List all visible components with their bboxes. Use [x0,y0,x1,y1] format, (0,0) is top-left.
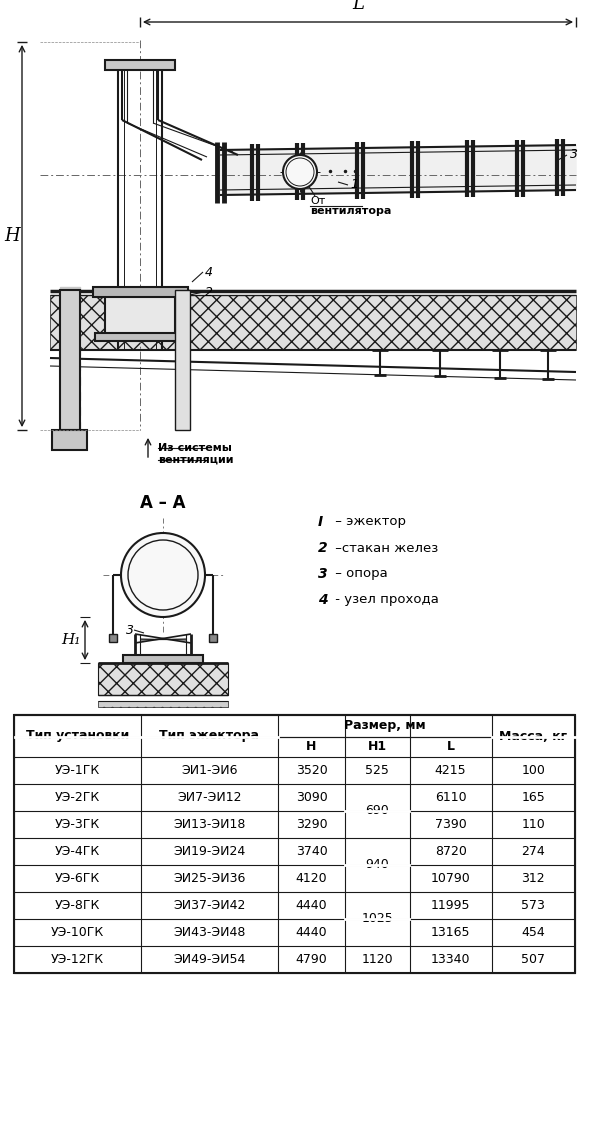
Text: вентилятора: вентилятора [310,206,391,216]
Bar [50,295,576,350]
Text: УЭ-12ГК: УЭ-12ГК [51,953,104,966]
Text: 110: 110 [521,818,545,831]
Text: 573: 573 [521,899,545,912]
Bar [105,290,175,334]
Text: 690: 690 [365,805,389,817]
Text: Масса, кг: Масса, кг [499,730,567,742]
Text: H: H [306,740,317,754]
Text: L: L [446,740,455,754]
Polygon shape [220,145,576,195]
Text: 1120: 1120 [362,953,393,966]
Text: H: H [4,227,20,245]
Text: H1: H1 [368,740,387,754]
Text: ЭИ37-ЭИ42: ЭИ37-ЭИ42 [173,899,246,912]
Bar [98,663,228,695]
Text: 4: 4 [205,266,213,278]
Text: вентиляции: вентиляции [158,455,233,466]
Text: 100: 100 [521,764,545,777]
Bar [52,431,87,450]
Text: Размер, мм: Размер, мм [344,720,426,732]
Text: 1: 1 [350,179,358,191]
Text: ЭИ49-ЭИ54: ЭИ49-ЭИ54 [173,953,246,966]
Bar [109,634,117,642]
Text: 454: 454 [521,925,545,939]
Text: Тип эжектора: Тип эжектора [160,730,259,742]
Text: 165: 165 [521,791,545,805]
Text: УЭ-1ГК: УЭ-1ГК [55,764,100,777]
Text: УЭ-2ГК: УЭ-2ГК [55,791,100,805]
Text: 4440: 4440 [296,925,327,939]
Text: I: I [318,515,323,529]
Text: 13340: 13340 [431,953,471,966]
Text: УЭ-10ГК: УЭ-10ГК [51,925,104,939]
Text: Тип установки: Тип установки [26,730,129,742]
Text: H₁: H₁ [61,633,81,647]
Bar [209,634,217,642]
Text: 2: 2 [318,541,327,555]
Text: От: От [310,195,325,206]
Text: 3290: 3290 [296,818,327,831]
Text: УЭ-4ГК: УЭ-4ГК [55,845,100,858]
Text: – эжектор: – эжектор [331,515,406,529]
Text: 2: 2 [205,286,213,298]
Text: 4: 4 [318,593,327,607]
Text: 274: 274 [521,845,545,858]
Text: 8720: 8720 [435,845,466,858]
Bar [93,287,188,297]
Text: 4440: 4440 [296,899,327,912]
Text: 312: 312 [521,872,545,885]
Text: 3: 3 [570,148,578,162]
Text: ЭИ43-ЭИ48: ЭИ43-ЭИ48 [173,925,246,939]
Text: – опора: – опора [331,567,388,581]
Text: –стакан желез: –стакан желез [331,541,438,555]
Text: ЭИ7-ЭИ12: ЭИ7-ЭИ12 [177,791,241,805]
Text: 10790: 10790 [431,872,471,885]
Text: 940: 940 [365,859,389,871]
Text: 3090: 3090 [296,791,327,805]
Text: УЭ-8ГК: УЭ-8ГК [55,899,100,912]
Bar [14,715,575,973]
Text: УЭ-3ГК: УЭ-3ГК [55,818,100,831]
Circle shape [121,533,205,617]
Bar [175,290,190,431]
Bar [123,655,203,663]
Text: 11995: 11995 [431,899,471,912]
Bar [105,60,175,70]
Text: 3: 3 [126,624,134,636]
Text: 7390: 7390 [435,818,466,831]
Text: 3740: 3740 [296,845,327,858]
Text: Из системы: Из системы [158,443,232,453]
Bar [60,290,80,431]
Text: 507: 507 [521,953,545,966]
Text: L: L [352,0,364,14]
Bar [95,333,185,341]
Bar [98,701,228,707]
Text: 525: 525 [365,764,389,777]
Text: ЭИ13-ЭИ18: ЭИ13-ЭИ18 [173,818,246,831]
Circle shape [283,155,317,189]
Text: ЭИ19-ЭИ24: ЭИ19-ЭИ24 [173,845,246,858]
Text: ЭИ25-ЭИ36: ЭИ25-ЭИ36 [173,872,246,885]
Text: ЭИ1-ЭИ6: ЭИ1-ЭИ6 [181,764,237,777]
Text: УЭ-6ГК: УЭ-6ГК [55,872,100,885]
Text: 4790: 4790 [296,953,327,966]
Text: 1025: 1025 [362,913,393,925]
Text: А – А: А – А [140,494,186,512]
Text: 3: 3 [318,567,327,581]
Text: 6110: 6110 [435,791,466,805]
Text: 4215: 4215 [435,764,466,777]
Text: 13165: 13165 [431,925,471,939]
Text: 3520: 3520 [296,764,327,777]
Text: - узел прохода: - узел прохода [331,593,439,607]
Text: 4120: 4120 [296,872,327,885]
